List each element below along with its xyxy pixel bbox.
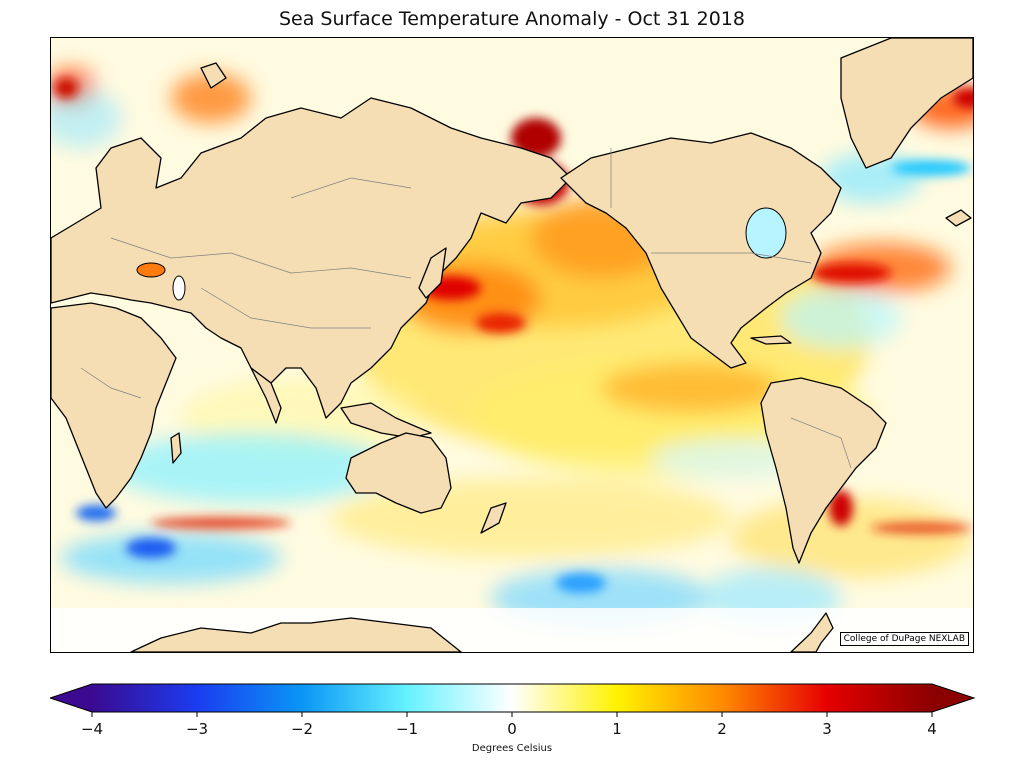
japan-islands [418,247,447,299]
colorbar-tick-label: −3 [186,720,208,738]
north-america-landmass [560,132,842,369]
credit-label: College of DuPage NEXLAB [839,632,969,646]
svalbard-island [200,62,227,89]
country-borders [80,148,852,469]
colorbar-body [50,683,976,713]
land-masses [51,38,973,652]
inland-seas [136,207,787,301]
sst-anomaly-map: College of DuPage NEXLAB [50,37,974,653]
colorbar-tick-label: −2 [291,720,313,738]
australia-landmass [345,432,452,514]
cuba-island [750,335,792,345]
anomaly-field [51,38,973,652]
colorbar-tick-label: −4 [81,720,103,738]
greenland-landmass [840,38,973,169]
colorbar: −4 −3 −2 −1 0 1 2 3 4 [50,683,976,738]
south-america-landmass [760,377,887,564]
colorbar-tick-label: 3 [822,720,832,738]
colorbar-tick-label: −1 [396,720,418,738]
new-zealand-islands [480,502,507,534]
map-canvas [51,38,973,652]
colorbar-ticks: −4 −3 −2 −1 0 1 2 3 4 [81,712,937,738]
colorbar-tick-label: 2 [717,720,727,738]
colorbar-tick-label: 0 [507,720,517,738]
map-title: Sea Surface Temperature Anomaly - Oct 31… [279,8,745,30]
africa-landmass [51,302,177,509]
eurasia-landmass [51,97,572,419]
colorbar-tick-label: 4 [927,720,937,738]
india-peninsula [250,367,282,424]
iceland-island [945,209,972,227]
colorbar-tick-label: 1 [612,720,622,738]
antarctic-peninsula [790,612,834,652]
antarctica-landmass [130,617,462,652]
madagascar-island [170,432,182,464]
colorbar-label: Degrees Celsius [471,743,553,754]
